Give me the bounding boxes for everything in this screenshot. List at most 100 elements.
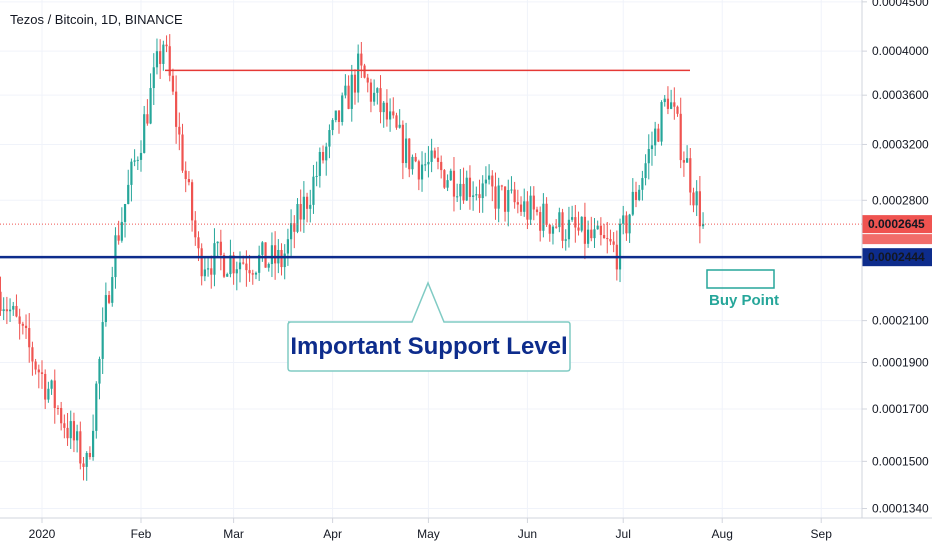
candle-body — [644, 163, 647, 179]
candle-body — [159, 51, 162, 64]
candle-body — [369, 82, 373, 102]
candle-body — [232, 255, 235, 274]
y-tick-label: 0.0002800 — [872, 193, 929, 207]
levels: 0.0002645 0.0002444 — [0, 69, 932, 267]
candle-body — [545, 203, 548, 225]
candle-body — [392, 111, 395, 116]
candle-body — [701, 224, 705, 227]
candle-body — [331, 120, 334, 131]
candle-body — [328, 130, 331, 147]
candle-body — [50, 380, 53, 389]
candle-body — [526, 201, 529, 220]
candle-body — [657, 128, 660, 142]
candle-body — [101, 322, 104, 359]
candle-body — [430, 150, 433, 162]
candle-body — [443, 170, 446, 188]
candle-body — [459, 183, 462, 197]
candle-body — [628, 214, 631, 234]
candle-body — [79, 431, 82, 464]
candle-body — [350, 74, 353, 109]
candle-body — [539, 212, 542, 231]
support-callout-box — [287, 281, 571, 372]
candle-body — [618, 223, 622, 270]
candle-body — [2, 309, 5, 312]
candle-body — [111, 277, 114, 303]
candle-body — [417, 161, 420, 180]
candle-body — [519, 204, 523, 212]
candle-body — [347, 85, 350, 109]
candle-body — [251, 273, 254, 275]
candle-body — [213, 243, 216, 275]
candle-body — [634, 191, 638, 200]
candle-body — [187, 179, 191, 183]
candle-body — [388, 111, 392, 120]
candle-body — [245, 263, 248, 271]
candle-body — [216, 241, 219, 244]
support-price-label: 0.0002444 — [868, 250, 925, 264]
y-tick-label: 0.0002100 — [872, 314, 929, 328]
candle-body — [63, 423, 66, 428]
candle-body — [510, 189, 513, 191]
candle-body — [40, 372, 44, 374]
candle-body — [654, 128, 657, 146]
y-tick-label: 0.0001340 — [872, 502, 929, 516]
candle-body — [606, 238, 609, 240]
candle-body — [414, 156, 417, 162]
candle-body — [0, 291, 2, 312]
candle-body — [408, 138, 411, 170]
candle-body — [149, 88, 152, 124]
candle-body — [609, 239, 612, 242]
candle-body — [663, 98, 666, 103]
candle-body — [516, 202, 519, 205]
last-price-label: 0.0002645 — [868, 217, 925, 231]
candle-body — [28, 328, 31, 348]
y-tick-label: 0.0001900 — [872, 355, 929, 369]
candle-body — [309, 204, 312, 209]
y-tick-label: 0.0004000 — [872, 44, 929, 58]
candle-body — [171, 75, 175, 92]
candle-body — [679, 113, 682, 161]
candle-body — [235, 269, 238, 274]
candle-body — [305, 196, 309, 209]
x-tick-label: Sep — [811, 527, 833, 541]
candle-body — [360, 53, 363, 66]
candle-body — [248, 270, 251, 274]
candle-body — [274, 245, 277, 264]
candle-body — [612, 241, 615, 245]
candle-body — [420, 164, 424, 180]
candle-body — [312, 176, 315, 205]
candle-body — [446, 180, 449, 188]
candle-body — [258, 254, 261, 273]
candle-body — [18, 316, 21, 324]
buy-point-text: Buy Point — [709, 292, 779, 309]
candle-body — [5, 309, 8, 312]
candle-body — [15, 305, 18, 317]
candle-body — [127, 184, 130, 204]
x-tick-label: Jul — [616, 527, 631, 541]
candle-body — [561, 212, 564, 241]
candle-body — [181, 134, 184, 171]
candle-body — [411, 156, 414, 170]
candle-body — [574, 217, 577, 228]
candle-body — [21, 323, 24, 326]
candle-body — [673, 102, 676, 107]
candle-body — [580, 216, 583, 231]
candle-body — [44, 373, 47, 400]
candle-body — [593, 229, 596, 239]
candle-body — [238, 262, 242, 270]
candle-body — [481, 183, 484, 199]
candle-body — [12, 305, 15, 310]
candle-body — [133, 160, 136, 162]
candle-body — [398, 124, 401, 128]
candle-body — [577, 227, 580, 231]
candle-body — [325, 146, 328, 161]
candle-body — [357, 53, 360, 93]
candle-body — [376, 88, 379, 93]
candle-body — [123, 203, 127, 222]
candle-body — [286, 239, 290, 254]
candle-body — [203, 269, 206, 277]
x-tick-label: Mar — [223, 527, 244, 541]
